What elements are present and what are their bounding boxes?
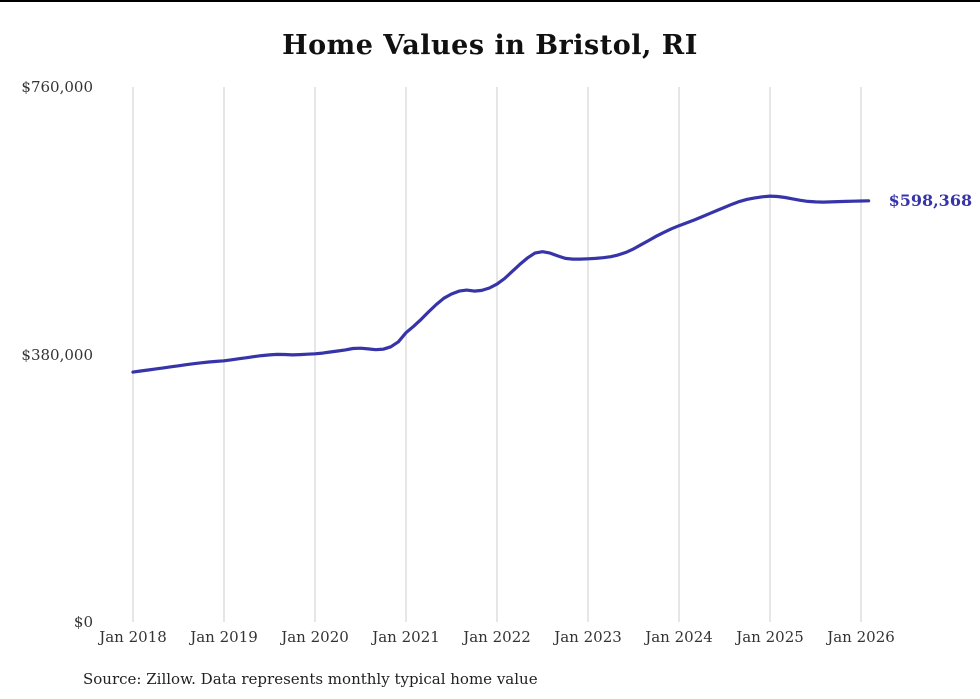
x-tick-label: Jan 2018 xyxy=(99,628,167,646)
y-tick-label: $380,000 xyxy=(21,345,93,364)
y-tick-label: $760,000 xyxy=(21,78,93,96)
x-tick-label: Jan 2025 xyxy=(736,628,804,646)
home-value-line xyxy=(131,194,871,374)
x-tick-label: Jan 2026 xyxy=(827,628,895,646)
chart-title: Home Values in Bristol, RI xyxy=(282,30,698,61)
x-tick-label: Jan 2021 xyxy=(372,628,440,646)
x-tick-label: Jan 2020 xyxy=(281,628,349,646)
latest-value-label: $598,368 xyxy=(888,190,973,210)
gridlines xyxy=(132,87,862,622)
y-tick-label: $0 xyxy=(73,613,93,631)
x-tick-label: Jan 2023 xyxy=(554,628,622,646)
source-note: Source: Zillow. Data represents monthly … xyxy=(83,670,538,688)
x-tick-label: Jan 2022 xyxy=(463,628,531,646)
x-tick-label: Jan 2019 xyxy=(190,628,258,646)
x-tick-label: Jan 2024 xyxy=(645,628,713,646)
